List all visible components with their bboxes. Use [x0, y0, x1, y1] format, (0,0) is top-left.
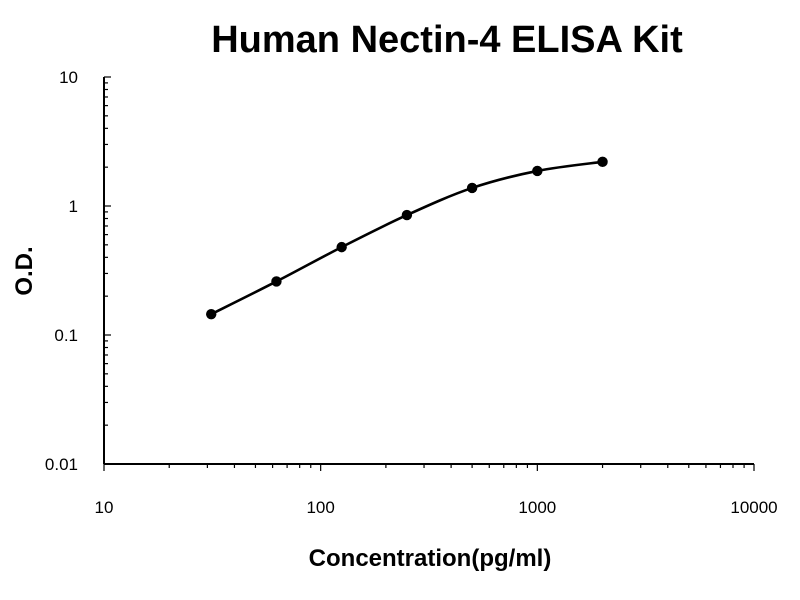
x-tick-label: 10000: [730, 498, 777, 517]
data-point: [532, 165, 543, 177]
data-series: [206, 156, 608, 320]
plot-area: 10 100 1000 10000 10 1 0.1 0.01: [45, 68, 778, 517]
data-point: [336, 241, 347, 253]
x-tick-label: 10: [95, 498, 114, 517]
data-point: [271, 276, 282, 287]
axis-tick-labels: 10 100 1000 10000 10 1 0.1 0.01: [45, 68, 778, 517]
y-tick-label: 0.1: [54, 326, 78, 345]
data-point: [206, 308, 217, 320]
x-axis-label: Concentration(pg/ml): [309, 545, 552, 572]
x-tick-label: 100: [306, 498, 334, 517]
data-point: [401, 209, 413, 221]
data-point: [597, 156, 608, 168]
series-line: [210, 160, 603, 316]
axis-ticks: [103, 76, 755, 471]
y-tick-label: 1: [69, 197, 78, 216]
data-point: [466, 182, 478, 194]
chart-title: Human Nectin-4 ELISA Kit: [211, 19, 683, 61]
y-tick-label: 10: [59, 68, 78, 87]
x-tick-label: 1000: [518, 498, 556, 517]
y-tick-label: 0.01: [45, 455, 78, 474]
y-axis-label: O.D.: [11, 246, 38, 295]
